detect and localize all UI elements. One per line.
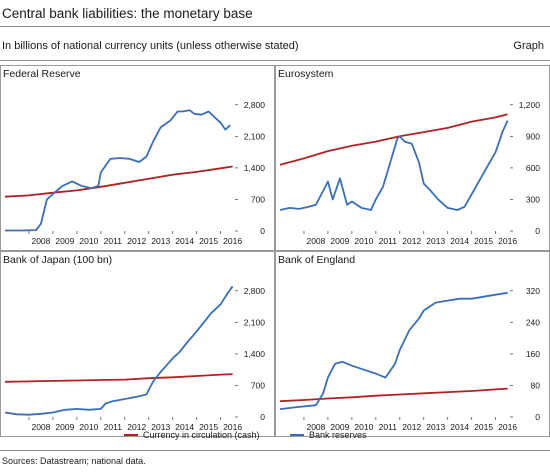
series-line-currency-fed xyxy=(4,165,233,198)
y-tick-label: 600 xyxy=(526,163,540,173)
series-line-reserves-boj xyxy=(4,285,234,416)
x-tick-label: 2011 xyxy=(379,422,398,432)
subtitle: In billions of national currency units (… xyxy=(2,40,299,52)
panel-frame-ecb xyxy=(275,65,550,251)
x-tick-label: 2016 xyxy=(498,236,517,246)
legend-item-reserves: Bank reserves xyxy=(290,430,367,440)
legend: Currency in circulation (cash) Bank rese… xyxy=(0,430,550,444)
x-tick-label: 2015 xyxy=(474,236,493,246)
panel-boj: Bank of Japan (100 bn) 0 700 1,400 2,100 2,80… xyxy=(0,251,275,437)
x-tick-label: 2013 xyxy=(151,422,170,432)
page-title: Central bank liabilities: the monetary b… xyxy=(2,6,253,21)
panel-boe: Bank of England 0 80 160 240 320 2008 2009 2010 2… xyxy=(275,251,550,437)
y-tick-label: 700 xyxy=(251,194,265,204)
header-rule xyxy=(0,60,550,61)
x-tick-label: 2014 xyxy=(175,236,194,246)
charts-svg: Federal Reserve 0 700 1,400 2,100 2,800 2008 20… xyxy=(0,65,550,437)
x-tick-label: 2011 xyxy=(379,236,398,246)
x-tick-label: 2008 xyxy=(31,422,50,432)
panel-frame-boj xyxy=(0,251,275,437)
footer-rule xyxy=(0,450,550,451)
y-tick-label: 700 xyxy=(251,380,265,390)
x-tick-label: 2008 xyxy=(306,236,325,246)
y-tick-label: 2,100 xyxy=(244,317,266,327)
series-line-currency-ecb xyxy=(279,113,508,166)
x-tick-label: 2010 xyxy=(79,422,98,432)
series-line-currency-boe xyxy=(279,387,508,403)
panel-title-boj: Bank of Japan (100 bn) xyxy=(3,254,112,266)
x-tick-label: 2014 xyxy=(450,422,469,432)
y-tick-label: 1,400 xyxy=(244,163,266,173)
x-tick-label: 2013 xyxy=(426,422,445,432)
x-tick-label: 2015 xyxy=(199,422,218,432)
x-tick-label: 2009 xyxy=(330,422,349,432)
x-tick-label: 2010 xyxy=(79,236,98,246)
y-tick-label: 900 xyxy=(526,131,540,141)
graph-label: Graph xyxy=(513,40,544,52)
series-line-reserves-fed xyxy=(5,109,231,232)
x-tick-label: 2015 xyxy=(199,236,218,246)
panel-ecb: Eurosystem 0 300 600 900 1,200 2008 2009 2010 201… xyxy=(275,65,550,251)
chart-grid: Federal Reserve 0 700 1,400 2,100 2,800 2008 20… xyxy=(0,65,550,437)
x-tick-label: 2014 xyxy=(450,236,469,246)
x-tick-label: 2012 xyxy=(402,236,421,246)
panel-title-boe: Bank of England xyxy=(278,254,355,266)
x-tick-label: 2010 xyxy=(354,236,373,246)
series-line-reserves-boe xyxy=(279,291,508,410)
x-tick-label: 2013 xyxy=(151,236,170,246)
x-tick-label: 2014 xyxy=(175,422,194,432)
x-tick-label: 2009 xyxy=(330,236,349,246)
panel-fed: Federal Reserve 0 700 1,400 2,100 2,800 2008 20… xyxy=(0,65,275,251)
series-line-currency-boj xyxy=(4,373,233,383)
legend-label-currency: Currency in circulation (cash) xyxy=(143,430,260,440)
y-tick-label: 2,100 xyxy=(244,131,266,141)
title-rule xyxy=(0,26,550,27)
x-tick-label: 2016 xyxy=(498,422,517,432)
sources-note: Sources: Datastream; national data. xyxy=(2,456,146,466)
x-tick-label: 2009 xyxy=(55,236,74,246)
y-tick-label: 2,800 xyxy=(244,100,266,110)
x-tick-label: 2010 xyxy=(354,422,373,432)
x-tick-label: 2016 xyxy=(223,236,242,246)
y-tick-label: 240 xyxy=(526,317,540,327)
x-tick-label: 2008 xyxy=(31,236,50,246)
y-tick-label: 2,800 xyxy=(244,286,266,296)
x-tick-label: 2013 xyxy=(426,236,445,246)
x-tick-label: 2012 xyxy=(127,236,146,246)
panel-title-fed: Federal Reserve xyxy=(3,68,81,80)
x-tick-label: 2009 xyxy=(55,422,74,432)
x-tick-label: 2016 xyxy=(223,422,242,432)
x-tick-label: 2011 xyxy=(104,422,123,432)
legend-item-currency: Currency in circulation (cash) xyxy=(124,430,260,440)
x-tick-label: 2012 xyxy=(402,422,421,432)
panel-frame-boe xyxy=(275,251,550,437)
y-tick-label: 0 xyxy=(260,226,265,236)
legend-swatch-reserves xyxy=(290,434,304,436)
x-tick-label: 2008 xyxy=(306,422,325,432)
y-tick-label: 1,400 xyxy=(244,349,266,359)
y-tick-label: 1,200 xyxy=(519,100,541,110)
x-tick-label: 2015 xyxy=(474,422,493,432)
x-tick-label: 2012 xyxy=(127,422,146,432)
y-tick-label: 80 xyxy=(531,380,541,390)
legend-swatch-currency xyxy=(124,434,138,436)
y-tick-label: 160 xyxy=(526,349,540,359)
panel-frame-fed xyxy=(0,65,275,251)
y-tick-label: 0 xyxy=(535,226,540,236)
y-tick-label: 0 xyxy=(535,412,540,422)
y-tick-label: 320 xyxy=(526,286,540,296)
series-line-reserves-ecb xyxy=(279,120,509,211)
y-tick-label: 0 xyxy=(260,412,265,422)
legend-label-reserves: Bank reserves xyxy=(309,430,367,440)
y-tick-label: 300 xyxy=(526,194,540,204)
panel-title-ecb: Eurosystem xyxy=(278,68,334,80)
x-tick-label: 2011 xyxy=(104,236,123,246)
